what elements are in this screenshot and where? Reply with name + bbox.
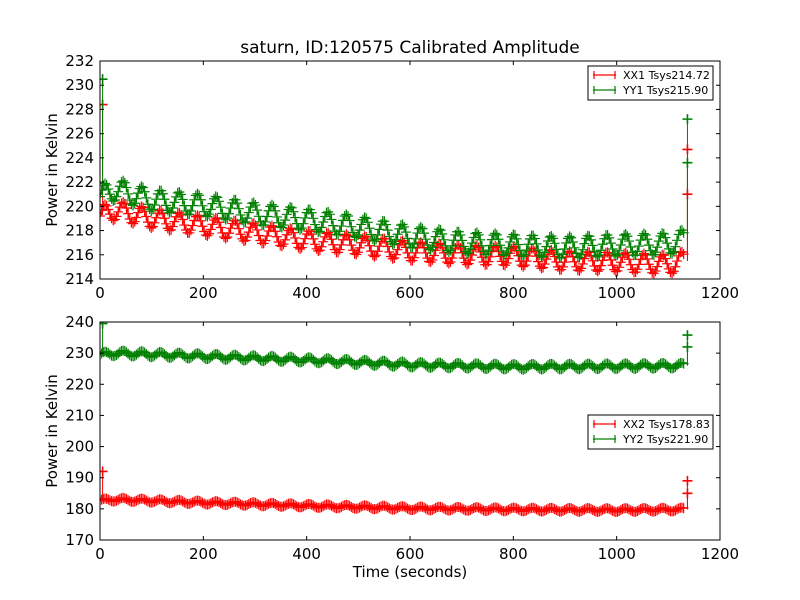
plot-markers [100,74,693,279]
chart-top: 0 200 400 600 800 1000 1200 214 216 218 220 222 224 2… [43,52,739,302]
y-tick-label: 220 [65,375,94,393]
x-tick-label: 1000 [598,284,636,302]
y-axis-label: Power in Kelvin [43,113,61,227]
series-1-markers [100,466,693,517]
legend-box [587,65,714,101]
y-tick-label: 232 [65,52,94,70]
y-tick-label: 228 [65,100,94,118]
legend-label: YY2 Tsys221.90 [622,433,708,446]
legend-marker [593,71,616,79]
legend-box [587,414,714,450]
series-line [100,180,685,259]
y-tick-label: 218 [65,222,94,240]
series-1-markers [100,99,693,279]
legend-marker [593,435,616,443]
data-point-marker [100,191,105,202]
x-tick-label: 200 [189,545,218,563]
series-2-markers [100,322,693,375]
data-point-marker [100,211,105,222]
x-tick-label: 400 [292,545,321,563]
x-tick-label: 800 [499,545,528,563]
x-axis-label: Time (seconds) [352,563,468,581]
y-tick-label: 224 [65,149,94,167]
legend-label: XX2 Tsys178.83 [623,418,710,431]
x-tick-label: 600 [396,284,425,302]
x-tick-label: 1200 [701,545,739,563]
x-tick-label: 1200 [701,284,739,302]
y-tick-label: 210 [65,406,94,424]
series-line [100,350,684,371]
legend-label: YY1 Tsys215.90 [622,84,708,97]
legend: XX2 Tsys178.83 YY2 Tsys221.90 [587,414,714,450]
y-tick-label: 200 [65,438,94,456]
series-line [100,201,685,274]
y-tick-label: 216 [65,246,94,264]
y-tick-label: 226 [65,125,94,143]
x-tick-label: 400 [292,284,321,302]
legend-label: XX1 Tsys214.72 [623,69,710,82]
y-tick-label: 170 [65,531,94,549]
plot-markers [100,322,693,517]
legend: XX1 Tsys214.72 YY1 Tsys215.90 [587,65,714,101]
y-tick-label: 222 [65,173,94,191]
figure-title: saturn, ID:120575 Calibrated Amplitude [240,38,580,58]
chart-bottom: 0 200 400 600 800 1000 1200 170 180 190 200 210 220 2… [43,313,739,581]
x-tick-label: 600 [396,545,425,563]
x-tick-label: 1000 [598,545,636,563]
legend-marker [593,86,616,94]
y-tick-label: 230 [65,344,94,362]
legend-marker [593,420,616,428]
y-axis-label: Power in Kelvin [43,374,61,488]
x-tick-label: 0 [95,284,105,302]
y-tick-label: 240 [65,313,94,331]
y-tick-label: 180 [65,500,94,518]
x-tick-label: 200 [189,284,218,302]
y-tick-label: 190 [65,469,94,487]
x-tick-label: 800 [499,284,528,302]
series-2-markers [100,74,693,263]
series-line [100,497,684,513]
y-tick-label: 220 [65,197,94,215]
y-tick-label: 230 [65,76,94,94]
x-tick-label: 0 [95,545,105,563]
y-tick-label: 214 [65,270,94,288]
